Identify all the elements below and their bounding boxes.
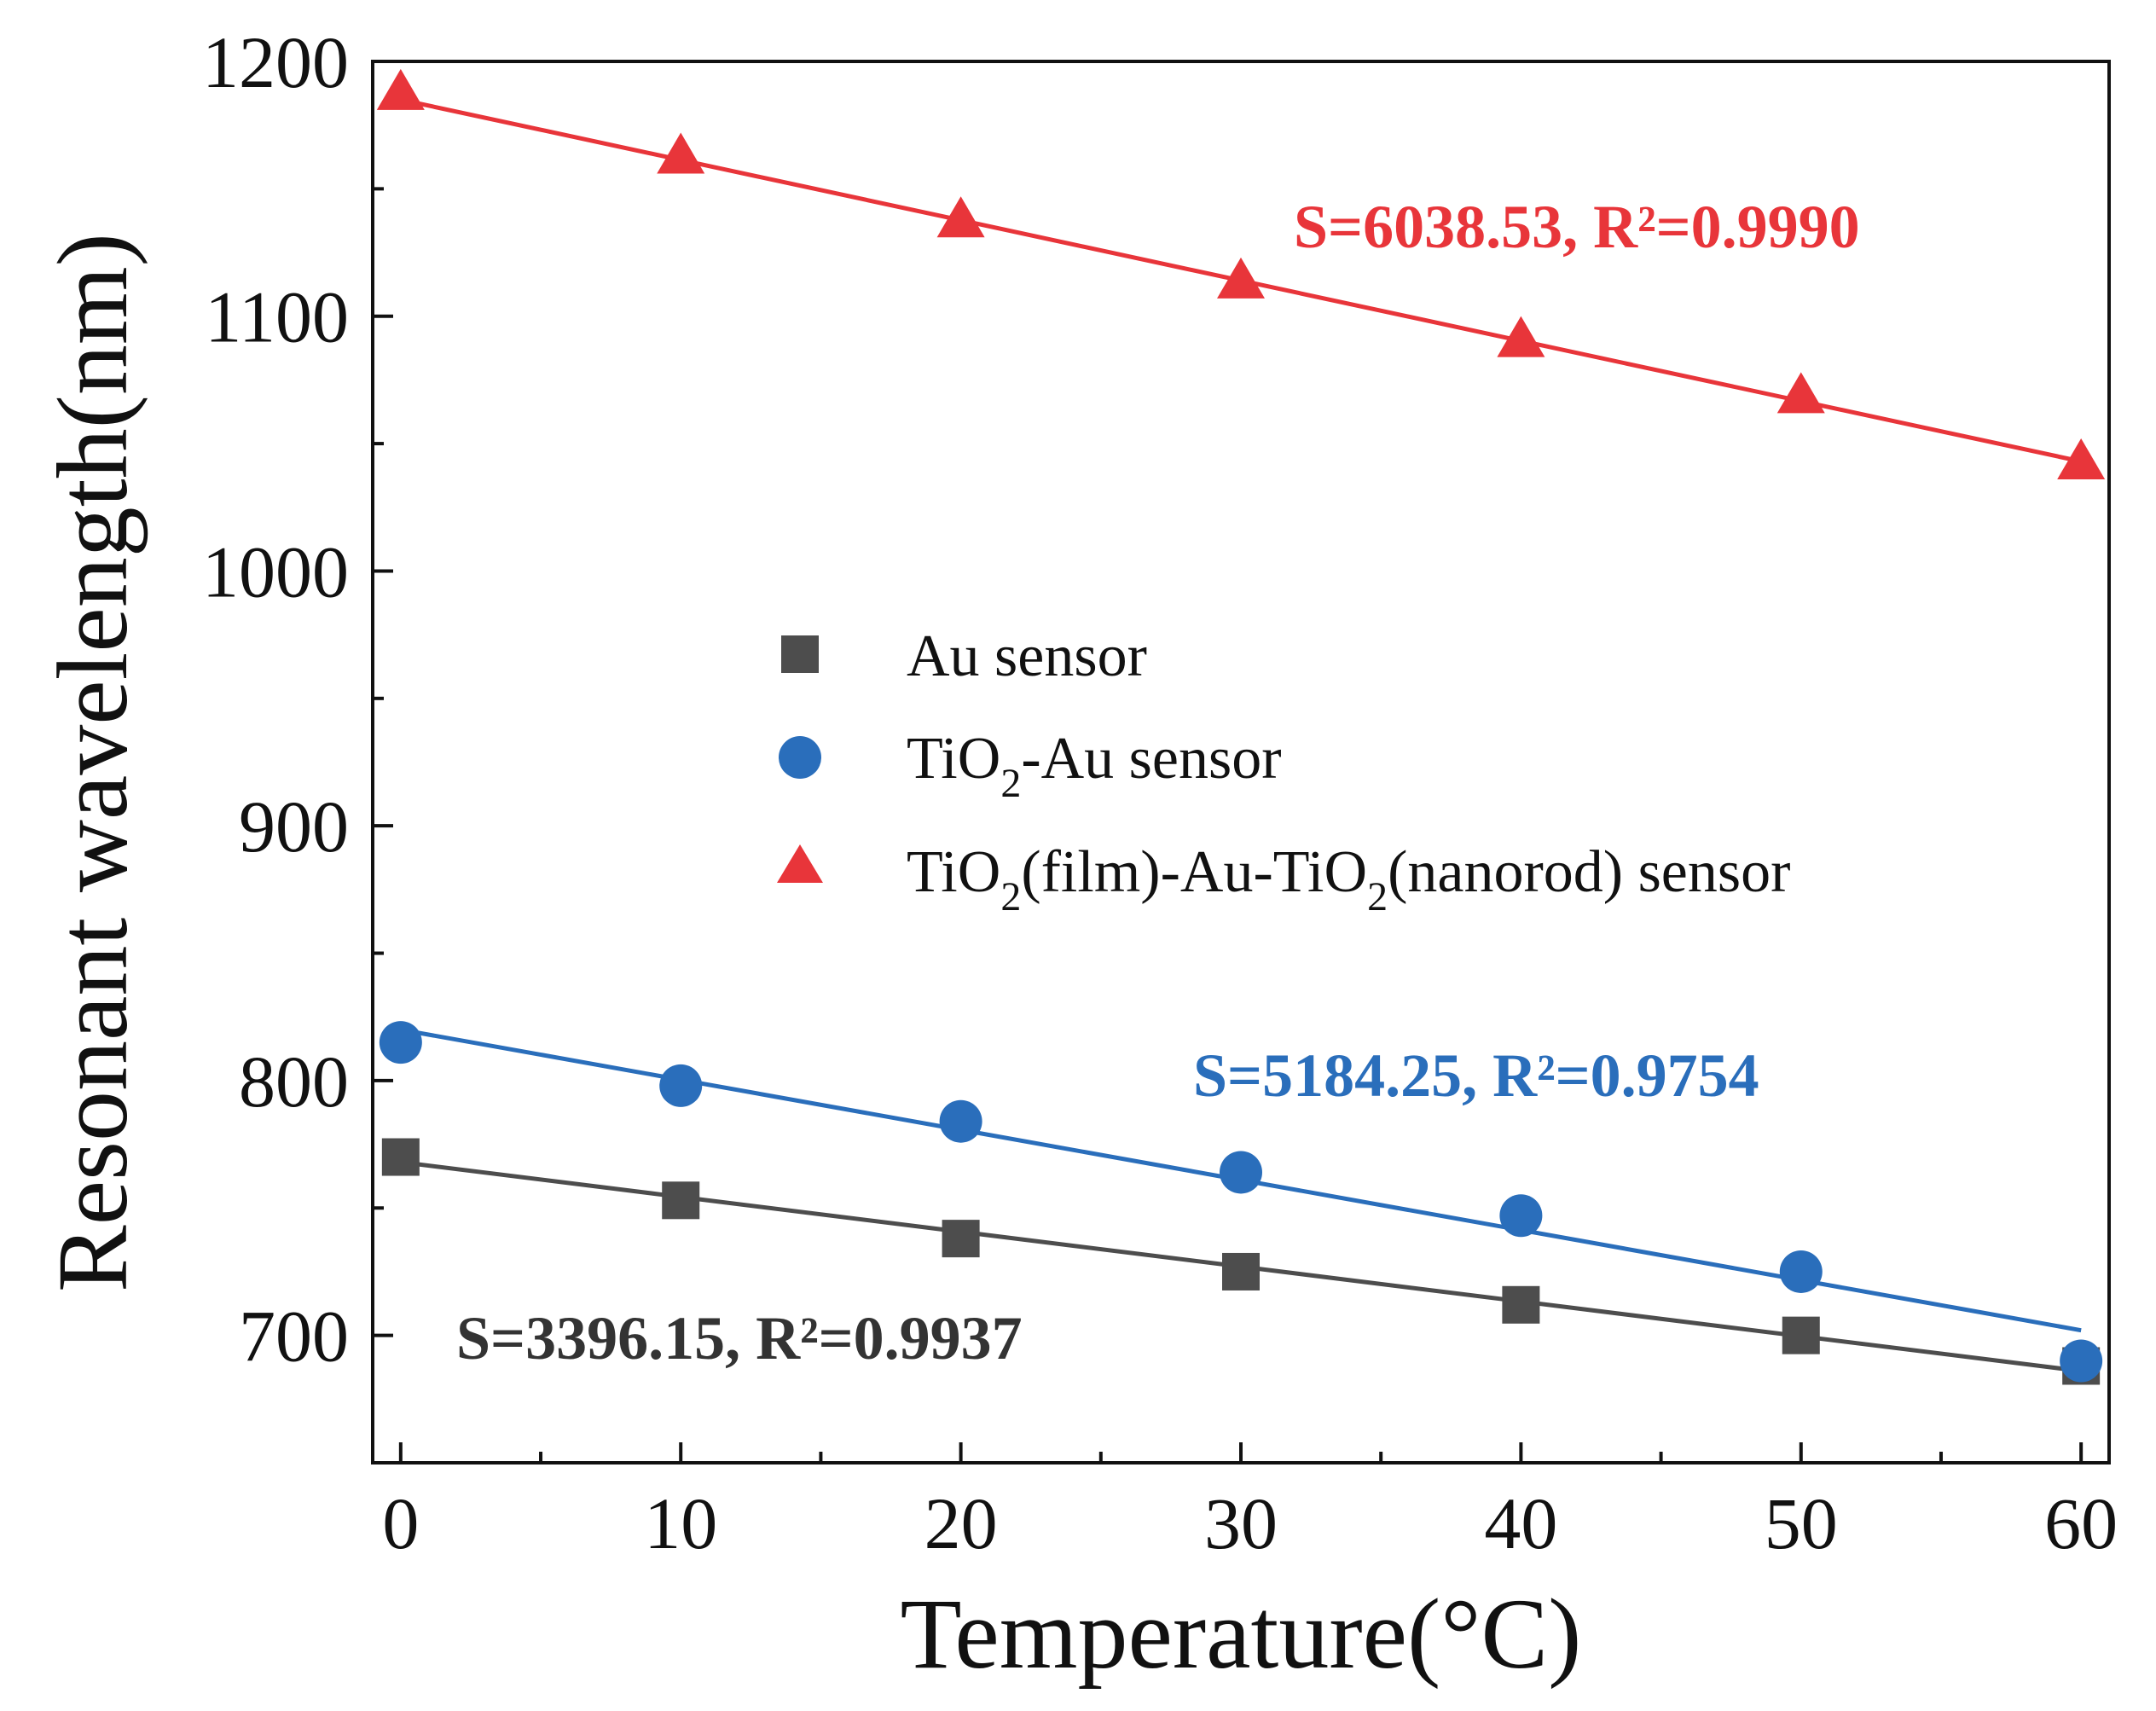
legend: Au sensor TiO2-Au sensor TiO2(film)-Au-T…	[777, 624, 1790, 919]
y-tick-label: 900	[239, 786, 349, 867]
data-point-tio2film	[376, 68, 425, 110]
data-point-tio2au	[939, 1099, 982, 1143]
x-tick-label: 50	[1765, 1482, 1838, 1564]
y-tick-label: 1000	[202, 531, 349, 612]
y-tick-label: 1200	[202, 21, 349, 103]
data-point-au	[662, 1181, 700, 1220]
data-point-tio2au	[2060, 1339, 2103, 1383]
data-point-au	[942, 1220, 980, 1258]
data-point-tio2au	[659, 1064, 703, 1107]
data-point-tio2au	[1779, 1250, 1823, 1293]
data-point-tio2film	[936, 196, 985, 238]
legend-marker-tio2-au	[779, 736, 821, 779]
annotation-au: S=3396.15, R²=0.9937	[456, 1304, 1023, 1372]
data-point-au	[1222, 1252, 1260, 1290]
data-point-tio2au	[1499, 1194, 1543, 1238]
data-point-au	[1782, 1316, 1820, 1354]
data-point-tio2au	[1220, 1151, 1262, 1194]
x-tick-label: 20	[924, 1482, 998, 1564]
data-point-tio2film	[1776, 372, 1825, 414]
x-tick-label: 0	[382, 1482, 419, 1564]
x-tick-label: 30	[1204, 1482, 1278, 1564]
legend-label-tio2-au: TiO2-Au sensor	[907, 726, 1282, 806]
legend-label-tio2-film-au-tio2-nanorod: TiO2(film)-Au-TiO2(nanorod) sensor	[907, 839, 1790, 919]
y-tick-label: 800	[239, 1041, 349, 1122]
legend-label-au: Au sensor	[907, 624, 1147, 689]
x-tick-label: 40	[1484, 1482, 1557, 1564]
legend-marker-au	[781, 635, 819, 673]
legend-marker-tio2-film-au-tio2-nanorod	[777, 844, 823, 883]
data-point-tio2film	[1497, 316, 1545, 357]
data-point-tio2film	[2057, 438, 2106, 479]
x-tick-label: 10	[644, 1482, 717, 1564]
annotation-tio2-au: S=5184.25, R²=0.9754	[1193, 1041, 1759, 1110]
data-point-au	[1502, 1285, 1540, 1324]
y-tick-label: 700	[239, 1296, 349, 1378]
y-axis-title: Resonant wavelength(nm)	[37, 233, 148, 1292]
data-point-tio2au	[379, 1021, 422, 1064]
x-axis-title: Temperature(°C)	[901, 1578, 1582, 1690]
y-tick-label: 1100	[205, 276, 349, 358]
data-points	[376, 68, 2106, 1385]
data-point-tio2film	[1217, 257, 1265, 299]
x-tick-label: 60	[2044, 1482, 2118, 1564]
data-point-tio2film	[657, 132, 705, 174]
data-point-au	[381, 1138, 420, 1176]
annotation-tio2-film-au-tio2-nanorod: S=6038.53, R²=0.9990	[1294, 193, 1860, 261]
axis-ticks: 0 10 20 30 40 50 60 700 800 900 1000 1100 1200	[202, 21, 2118, 1564]
